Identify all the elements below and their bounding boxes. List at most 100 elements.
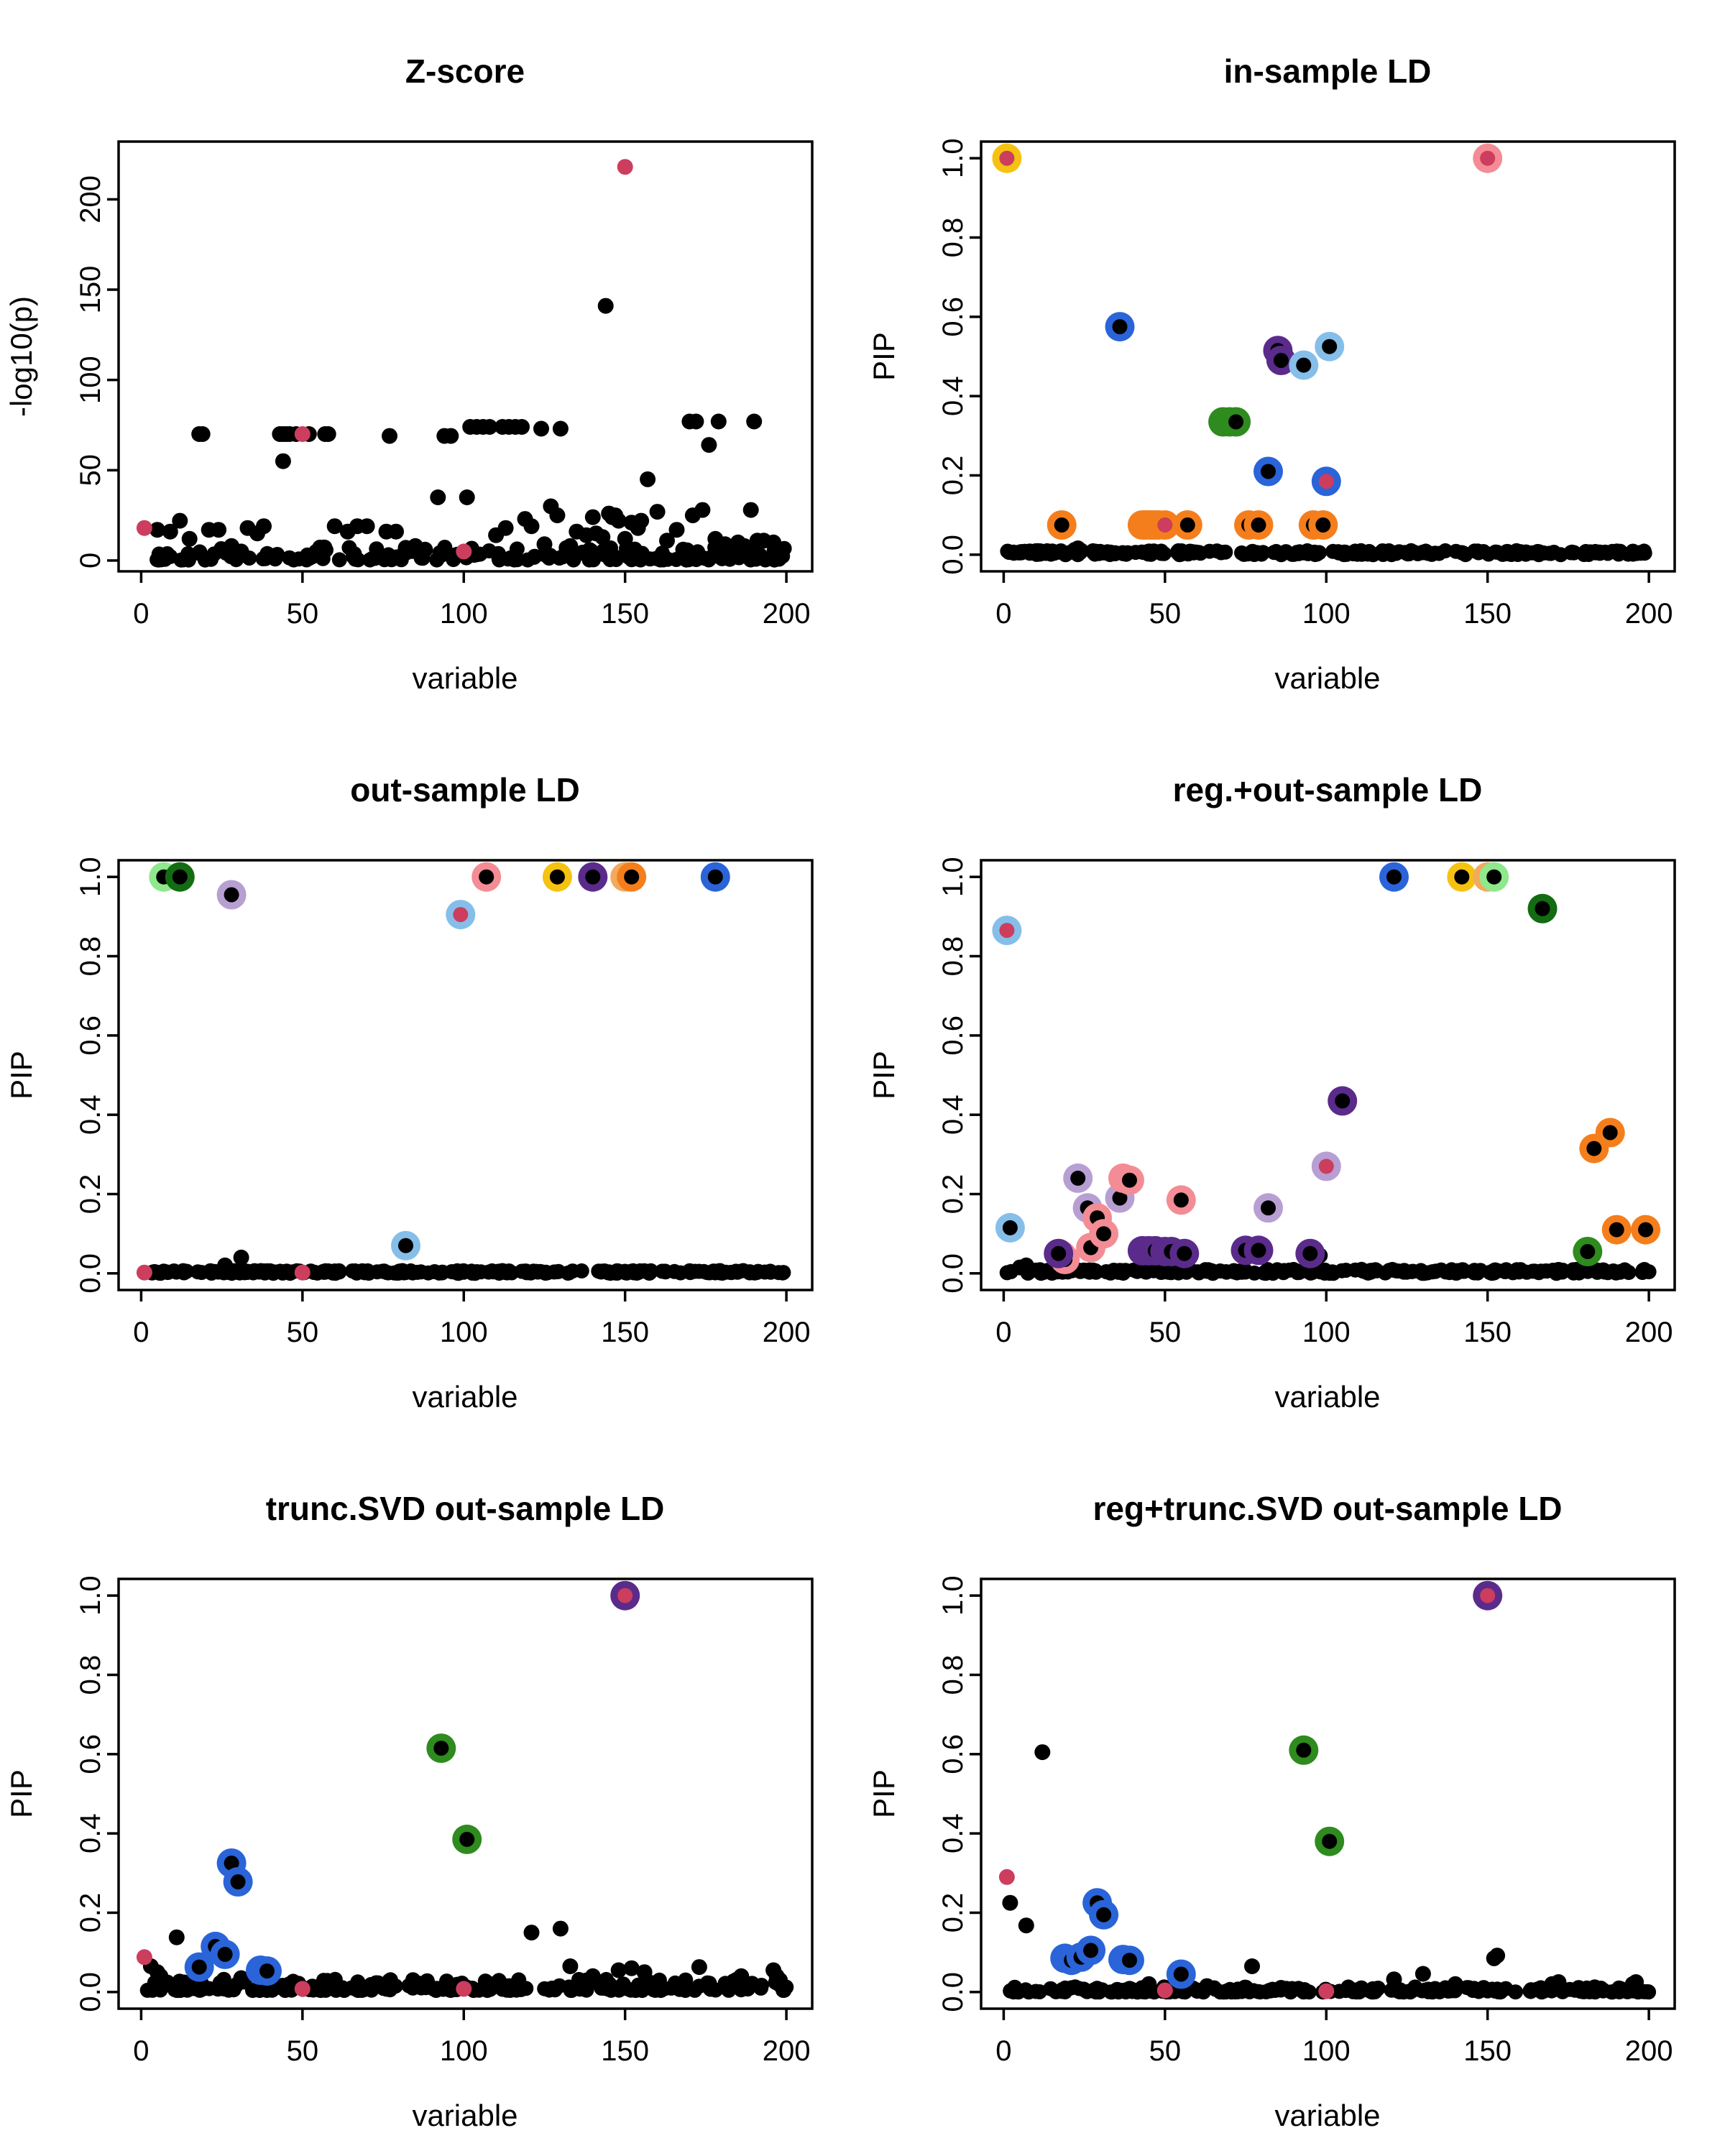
svg-text:0.6: 0.6 (937, 1734, 969, 1774)
svg-text:100: 100 (75, 356, 106, 404)
svg-text:150: 150 (601, 1317, 649, 1348)
svg-text:0.8: 0.8 (937, 218, 969, 258)
svg-text:100: 100 (1302, 2035, 1351, 2067)
svg-text:1.0: 1.0 (937, 1575, 969, 1616)
svg-text:0.0: 0.0 (937, 535, 969, 575)
y-axis-label: PIP (867, 1769, 901, 1818)
svg-text:50: 50 (1149, 2035, 1182, 2067)
svg-text:100: 100 (440, 1317, 488, 1348)
panel-reg-out-sample-ld: reg.+out-sample LD variable PIP 0 50 100 15… (862, 719, 1725, 1437)
svg-text:0: 0 (133, 598, 149, 630)
svg-text:0.0: 0.0 (75, 1972, 106, 2012)
svg-text:0.6: 0.6 (937, 1015, 969, 1056)
svg-text:0.6: 0.6 (75, 1015, 106, 1056)
svg-text:50: 50 (287, 598, 319, 630)
svg-text:0.4: 0.4 (75, 1095, 106, 1135)
y-axis-label: PIP (4, 1051, 38, 1100)
y-axis-label: PIP (867, 332, 901, 381)
svg-text:150: 150 (1463, 598, 1512, 630)
svg-text:50: 50 (75, 454, 106, 487)
panel-in-sample-ld: in-sample LD variable PIP 0 50 100 150 200 0.… (862, 0, 1725, 719)
svg-text:0.0: 0.0 (937, 1972, 969, 2012)
svg-text:100: 100 (1302, 1317, 1351, 1348)
svg-text:0.4: 0.4 (937, 376, 969, 416)
svg-text:0.4: 0.4 (937, 1813, 969, 1853)
svg-text:0.2: 0.2 (75, 1174, 106, 1215)
plot-area: 0 50 100 150 200 0 50 100 150 200 (75, 140, 814, 630)
plot-area: 0 50 100 150 200 0.0 0.2 0.4 0.6 0.8 1.0 (937, 1575, 1676, 2067)
svg-text:0.0: 0.0 (937, 1253, 969, 1294)
svg-text:150: 150 (75, 266, 106, 314)
svg-text:0.4: 0.4 (75, 1813, 106, 1853)
svg-text:200: 200 (763, 1317, 811, 1348)
svg-text:100: 100 (440, 2035, 488, 2067)
svg-text:150: 150 (601, 2035, 649, 2067)
panel-title: reg.+out-sample LD (1173, 771, 1483, 808)
panel-z-score: Z-score variable -log10(p) 0 50 100 150 200 0… (0, 0, 862, 719)
plot-area: 0 50 100 150 200 0.0 0.2 0.4 0.6 0.8 1.0 (937, 138, 1676, 630)
panel-title: in-sample LD (1224, 52, 1432, 90)
out-sample-ld-plot: out-sample LD variable PIP 0 50 100 150 2000… (4, 771, 814, 1414)
x-axis-label: variable (412, 2099, 518, 2132)
svg-text:0.8: 0.8 (937, 936, 969, 977)
svg-text:150: 150 (1463, 1317, 1512, 1348)
svg-text:100: 100 (1302, 598, 1351, 630)
panel-title: reg+trunc.SVD out-sample LD (1092, 1490, 1562, 1527)
svg-text:200: 200 (763, 2035, 811, 2067)
y-axis-label: PIP (867, 1051, 901, 1100)
in-sample-ld-plot: in-sample LD variable PIP 0 50 100 150 200 0.… (867, 52, 1676, 695)
svg-text:150: 150 (1463, 2035, 1512, 2067)
svg-text:0: 0 (995, 2035, 1011, 2067)
plot-area: 0 50 100 150 200 0.0 0.2 0.4 0.6 0.8 1.0 (75, 1575, 814, 2067)
svg-text:1.0: 1.0 (937, 857, 969, 897)
svg-text:100: 100 (440, 598, 488, 630)
svg-text:0.2: 0.2 (937, 1893, 969, 1933)
plot-area: 0 50 100 150 200 0.0 0.2 0.4 0.6 0.8 1.0 (75, 857, 814, 1348)
svg-text:0: 0 (995, 1317, 1011, 1348)
svg-text:0.6: 0.6 (75, 1734, 106, 1774)
svg-text:200: 200 (75, 175, 106, 224)
x-axis-label: variable (1274, 1380, 1380, 1414)
panel-title: trunc.SVD out-sample LD (266, 1490, 665, 1527)
panel-title: out-sample LD (350, 771, 579, 808)
svg-text:0.2: 0.2 (937, 456, 969, 496)
svg-text:0.8: 0.8 (75, 1655, 106, 1695)
y-axis-label: PIP (4, 1769, 38, 1818)
svg-text:0.2: 0.2 (937, 1174, 969, 1215)
panel-out-sample-ld: out-sample LD variable PIP 0 50 100 150 200 0… (0, 719, 862, 1437)
z-score-plot: Z-score variable -log10(p) 0 50 100 150 2000… (4, 52, 814, 695)
svg-text:200: 200 (1625, 2035, 1673, 2067)
svg-text:150: 150 (601, 598, 649, 630)
svg-text:1.0: 1.0 (75, 1575, 106, 1616)
svg-text:0.0: 0.0 (75, 1253, 106, 1294)
svg-text:50: 50 (287, 1317, 319, 1348)
reg-trunc-svd-out-sample-ld-plot: reg+trunc.SVD out-sample LD variable PIP… (867, 1490, 1676, 2132)
svg-text:50: 50 (1149, 598, 1182, 630)
svg-text:1.0: 1.0 (75, 857, 106, 897)
x-axis-label: variable (1274, 2099, 1380, 2132)
svg-text:50: 50 (287, 2035, 319, 2067)
y-axis-label: -log10(p) (4, 296, 38, 417)
svg-text:0: 0 (133, 1317, 149, 1348)
svg-text:0: 0 (133, 2035, 149, 2067)
panel-reg-trunc-svd-out-sample-ld: reg+trunc.SVD out-sample LD variable PIP… (862, 1437, 1725, 2156)
svg-text:0.8: 0.8 (75, 936, 106, 977)
svg-text:0.8: 0.8 (937, 1655, 969, 1695)
trunc-svd-out-sample-ld-plot: trunc.SVD out-sample LD variable PIP 0 50… (4, 1490, 814, 2132)
svg-text:200: 200 (1625, 598, 1673, 630)
x-axis-label: variable (412, 1380, 518, 1414)
panel-trunc-svd-out-sample-ld: trunc.SVD out-sample LD variable PIP 0 50… (0, 1437, 862, 2156)
svg-text:0.2: 0.2 (75, 1893, 106, 1933)
svg-text:0.4: 0.4 (937, 1095, 969, 1135)
svg-text:200: 200 (1625, 1317, 1673, 1348)
svg-text:50: 50 (1149, 1317, 1182, 1348)
svg-text:0.6: 0.6 (937, 297, 969, 337)
panel-title: Z-score (405, 52, 525, 90)
svg-text:0: 0 (75, 553, 106, 568)
reg-out-sample-ld-plot: reg.+out-sample LD variable PIP 0 50 100 15… (867, 771, 1676, 1414)
svg-text:200: 200 (763, 598, 811, 630)
plot-area: 0 50 100 150 200 0.0 0.2 0.4 0.6 0.8 1.0 (937, 857, 1676, 1348)
svg-text:0: 0 (995, 598, 1011, 630)
svg-text:1.0: 1.0 (937, 138, 969, 178)
